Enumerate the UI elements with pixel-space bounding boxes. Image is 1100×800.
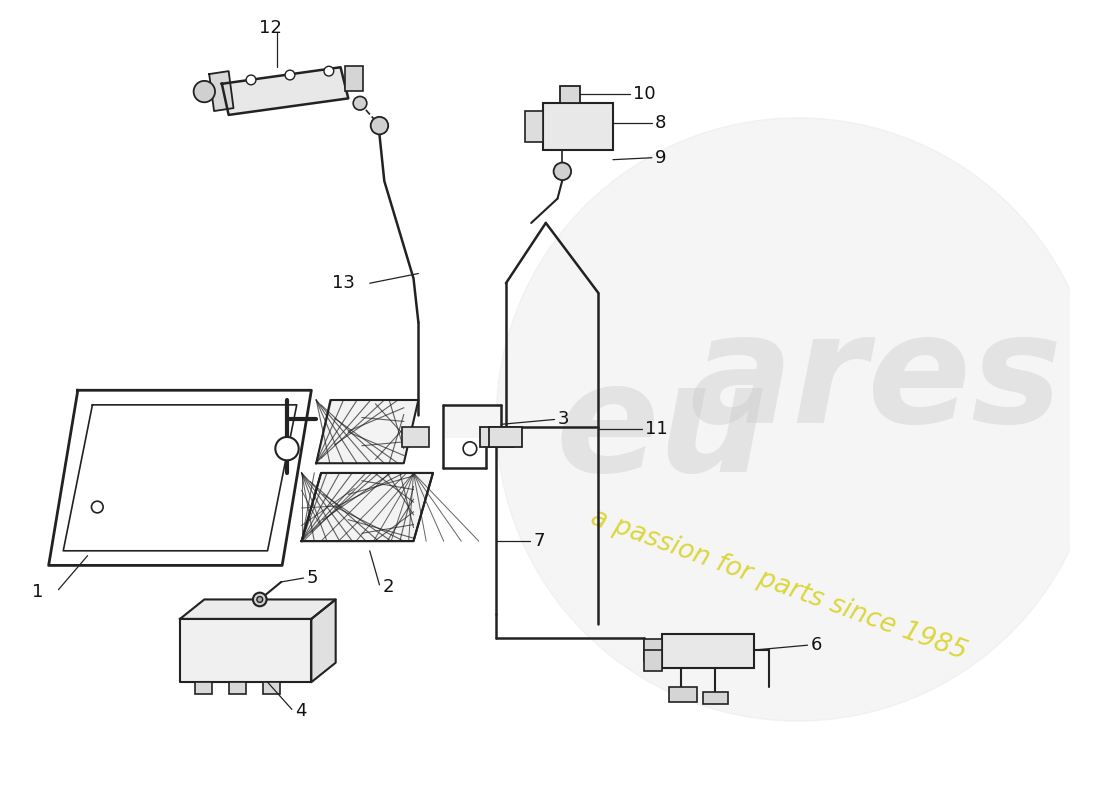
Polygon shape [301,473,433,541]
Text: a passion for parts since 1985: a passion for parts since 1985 [586,505,970,666]
Circle shape [275,437,299,460]
Bar [645,639,661,661]
Circle shape [91,501,103,513]
Bar [670,687,696,702]
Text: 2: 2 [383,578,394,596]
Polygon shape [180,619,311,682]
Bar [645,650,661,671]
Bar [526,111,543,142]
Bar [703,692,728,703]
Circle shape [246,75,256,85]
Circle shape [496,118,1099,721]
Text: 10: 10 [634,86,656,103]
Bar [229,682,246,694]
Bar [480,427,513,446]
Text: 5: 5 [307,569,318,587]
Circle shape [194,81,214,102]
Bar [543,103,613,150]
Circle shape [553,162,571,180]
Bar [263,682,280,694]
Text: 4: 4 [295,702,306,720]
Polygon shape [301,473,433,541]
Text: 12: 12 [258,19,282,38]
Circle shape [285,70,295,80]
Text: 13: 13 [332,274,355,292]
Circle shape [463,442,476,455]
Text: 9: 9 [654,149,667,166]
Polygon shape [209,71,233,111]
Text: 6: 6 [811,636,822,654]
Polygon shape [222,67,349,115]
Bar [195,682,212,694]
Circle shape [353,97,366,110]
Circle shape [257,597,263,602]
Polygon shape [316,400,418,463]
Bar [402,427,429,446]
Bar [345,66,363,90]
Circle shape [371,117,388,134]
Text: eu: eu [556,354,768,504]
Bar [661,634,754,667]
Polygon shape [180,599,336,619]
Text: ares: ares [690,306,1063,455]
Text: 11: 11 [645,420,668,438]
Circle shape [253,593,266,606]
Text: 3: 3 [558,410,569,429]
Text: 7: 7 [534,532,544,550]
Polygon shape [311,599,336,682]
Bar [490,427,522,446]
Bar [560,86,580,103]
Text: 8: 8 [654,114,667,132]
Circle shape [324,66,333,76]
Bar [444,407,499,438]
Text: 1: 1 [32,582,44,601]
